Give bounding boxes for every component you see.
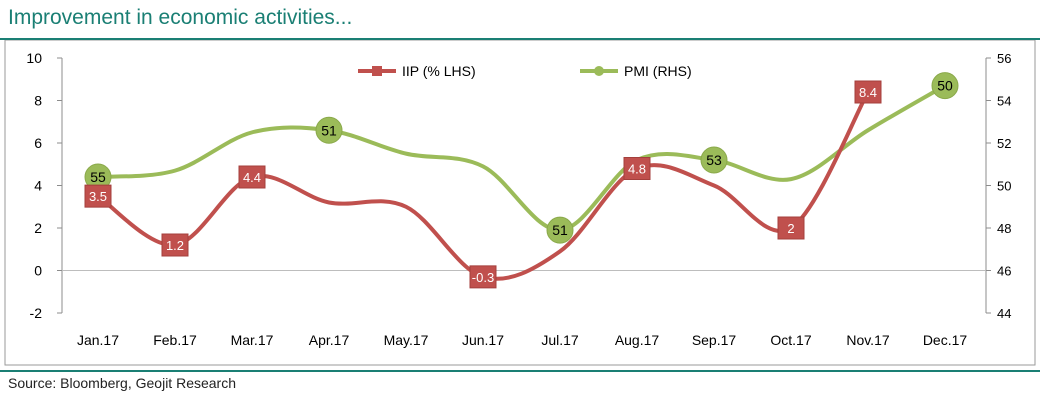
iip-data-label: 3.5: [89, 189, 107, 204]
iip-data-point: [84, 184, 112, 208]
pmi-data-label: 51: [552, 222, 568, 238]
x-axis-tick-label: Jul.17: [541, 332, 579, 348]
legend-pmi-swatch-marker: [594, 66, 604, 76]
title-divider: [0, 38, 1040, 40]
right-axis-tick-label: 54: [997, 94, 1011, 109]
iip-series-line: [96, 91, 870, 281]
iip-data-label: 8.4: [859, 85, 877, 100]
iip-data-label: -0.3: [472, 270, 494, 285]
x-axis-tick-label: Nov.17: [846, 332, 890, 348]
x-axis-tick-label: May.17: [384, 332, 429, 348]
x-axis-tick-label: Apr.17: [309, 332, 350, 348]
x-axis-tick-label: Dec.17: [923, 332, 968, 348]
x-axis-tick-label: Sep.17: [692, 332, 737, 348]
x-axis-tick-label: Aug.17: [615, 332, 660, 348]
right-axis-tick-label: 48: [997, 221, 1011, 236]
right-axis-tick-label: 50: [997, 179, 1011, 194]
left-axis-tick-label: 4: [34, 178, 42, 194]
left-axis-tick-label: -2: [30, 305, 43, 321]
source-divider: [0, 370, 1040, 372]
chart-title: Improvement in economic activities...: [8, 6, 353, 29]
iip-data-label: 2: [787, 221, 794, 236]
left-axis-tick-label: 0: [34, 263, 42, 279]
iip-data-label: 4.4: [243, 170, 261, 185]
right-axis-tick-label: 56: [997, 51, 1011, 66]
pmi-data-label: 51: [321, 122, 337, 138]
legend-iip-swatch-marker: [372, 66, 382, 76]
x-axis-tick-label: Jan.17: [77, 332, 119, 348]
iip-data-point: [469, 265, 497, 289]
pmi-data-point: [700, 146, 728, 174]
pmi-data-label: 55: [90, 169, 106, 185]
iip-data-label: 1.2: [166, 238, 184, 253]
iip-data-point: [238, 165, 266, 189]
x-axis-tick-label: Oct.17: [770, 332, 811, 348]
legend-iip-label: IIP (% LHS): [402, 63, 476, 79]
pmi-data-point: [315, 116, 343, 144]
pmi-data-point: [931, 72, 959, 100]
iip-data-point: [161, 233, 189, 257]
iip-data-point: [777, 216, 805, 240]
pmi-data-label: 53: [706, 152, 722, 168]
pmi-series-line: [97, 83, 947, 233]
left-axis-tick-label: 8: [34, 93, 42, 109]
iip-data-point: [623, 157, 651, 180]
x-axis-tick-label: Feb.17: [153, 332, 197, 348]
source-note: Source: Bloomberg, Geojit Research: [8, 375, 236, 391]
x-axis-tick-label: Mar.17: [231, 332, 274, 348]
left-axis-tick-label: 10: [26, 50, 42, 66]
right-axis-tick-label: 44: [997, 306, 1011, 321]
chart-frame: [4, 40, 1036, 366]
pmi-data-point: [546, 216, 574, 244]
right-axis-tick-label: 46: [997, 264, 1011, 279]
legend-pmi-label: PMI (RHS): [624, 63, 692, 79]
pmi-data-label: 50: [937, 78, 953, 94]
left-axis-tick-label: 6: [34, 135, 42, 151]
right-axis-tick-label: 52: [997, 136, 1011, 151]
x-axis-tick-label: Jun.17: [462, 332, 504, 348]
iip-data-label: 4.8: [628, 162, 646, 177]
left-axis-tick-label: 2: [34, 220, 42, 236]
iip-data-point: [854, 80, 882, 104]
